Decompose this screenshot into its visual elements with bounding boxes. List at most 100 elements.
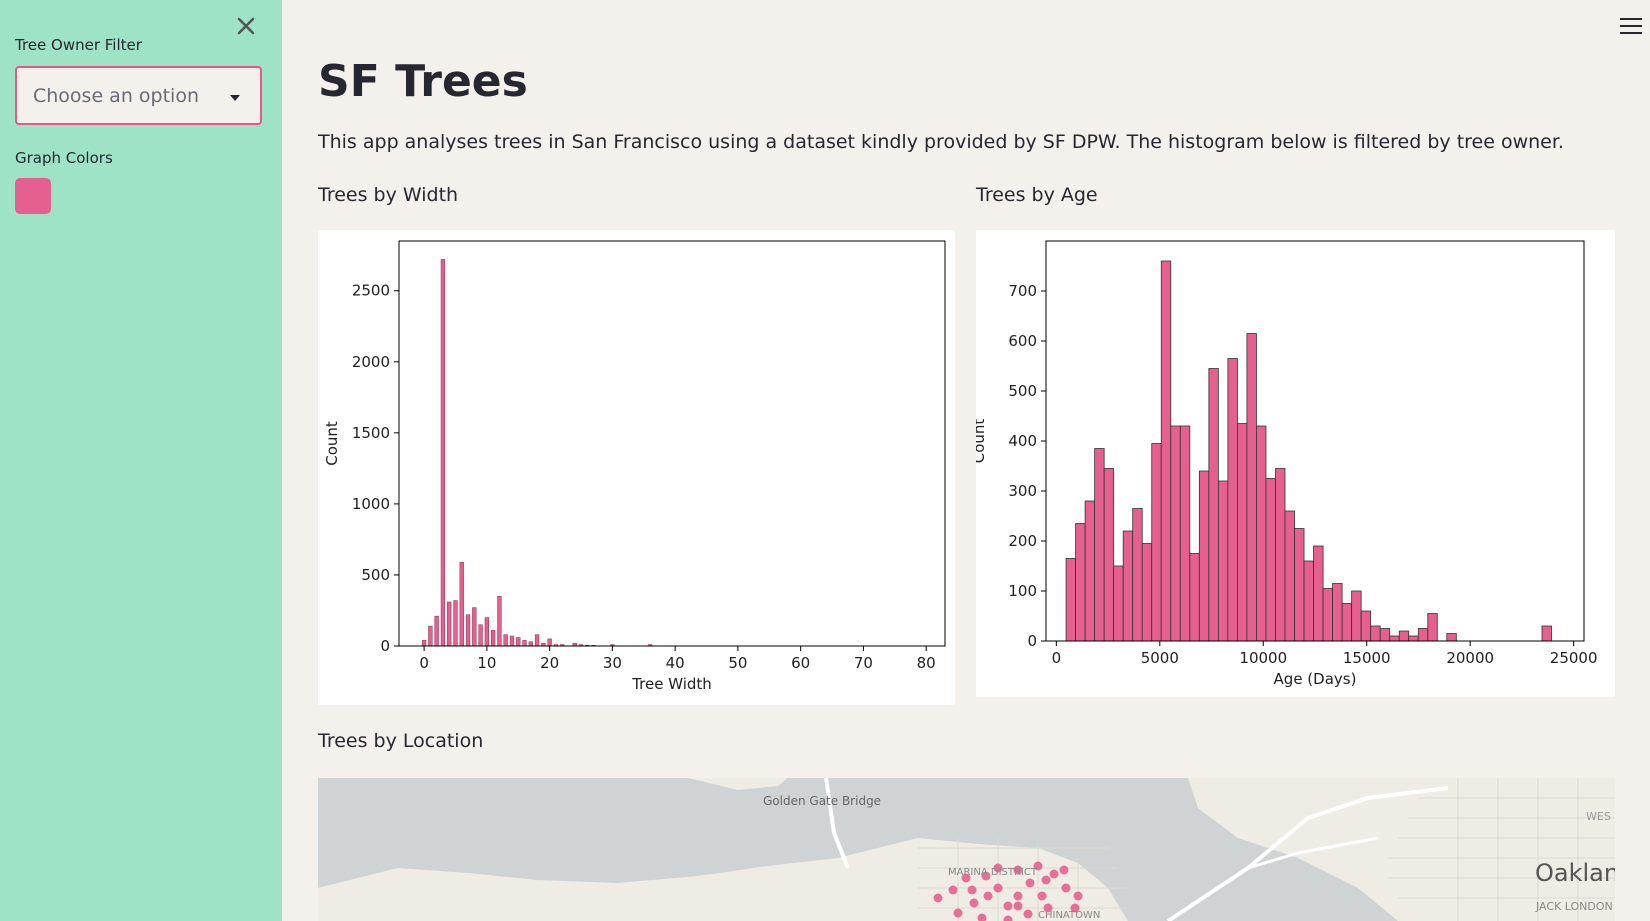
x-tick-label: 50 (728, 654, 747, 672)
y-tick-label: 500 (361, 566, 390, 584)
histogram-bar (1341, 603, 1353, 642)
page-description: This app analyses trees in San Francisco… (318, 131, 1564, 153)
tree-point (1043, 903, 1053, 913)
x-tick-label: 10 (477, 654, 496, 672)
histogram-bar (1408, 635, 1419, 642)
x-tick-label: 60 (791, 654, 810, 672)
age-histogram-card: 0 5000 10000 15000 20000 25000 0 100 200 300 400 50… (976, 230, 1615, 697)
tree-point (1041, 875, 1051, 885)
y-axis-label: Count (323, 421, 341, 466)
tree-point (1049, 869, 1059, 879)
histogram-bar (453, 600, 458, 647)
histogram-bar (528, 641, 533, 647)
histogram-bar (1427, 613, 1438, 642)
histogram-bar (447, 601, 452, 647)
histogram-bar (1113, 565, 1124, 642)
histogram-bar (1160, 260, 1172, 642)
histogram-bar (421, 640, 427, 647)
tree-point (967, 885, 977, 895)
tree-point (1061, 883, 1071, 893)
histogram-bar (1103, 468, 1115, 642)
histogram-bar (1122, 530, 1134, 642)
y-tick-label: 2000 (352, 353, 390, 371)
histogram-bar (1313, 545, 1324, 642)
histogram-bar (1265, 478, 1276, 642)
histogram-bar (1132, 508, 1143, 642)
x-tick-label: 80 (917, 654, 936, 672)
location-map-heading: Trees by Location (318, 730, 484, 752)
histogram-bar (1351, 590, 1362, 642)
histogram-bar (509, 635, 515, 647)
tree-point (993, 863, 1003, 873)
histogram-bar (484, 617, 489, 647)
hamburger-menu-icon[interactable] (1620, 18, 1642, 38)
y-tick-label: 200 (1008, 532, 1037, 550)
color-picker-swatch[interactable] (15, 178, 51, 214)
y-tick-label: 1000 (352, 495, 390, 513)
histogram-bar (1227, 358, 1238, 642)
x-tick-label: 20000 (1446, 649, 1494, 667)
tree-point (1070, 903, 1080, 913)
y-tick-label: 700 (1008, 282, 1037, 300)
histogram-bar (1294, 528, 1305, 642)
tree-location-map[interactable]: Golden Gate Bridge MARINA DISTRICT CHINA… (318, 778, 1615, 921)
tree-point (933, 893, 943, 903)
map-label-jack-london: JACK LONDON (1535, 900, 1613, 913)
histogram-bar (1398, 630, 1410, 642)
histogram-bar (503, 634, 508, 647)
histogram-bar (1141, 543, 1153, 642)
x-tick-label: 0 (419, 654, 429, 672)
histogram-bar (1237, 423, 1248, 642)
tree-point (977, 913, 987, 921)
close-sidebar-icon[interactable] (234, 14, 260, 40)
tree-point (961, 873, 971, 883)
tree-point (981, 871, 991, 881)
histogram-bar (516, 637, 521, 647)
y-tick-label: 0 (1027, 632, 1037, 650)
tree-point (953, 908, 963, 918)
histogram-bar (1246, 333, 1257, 642)
histogram-bar (1417, 628, 1429, 642)
tree-point (1033, 861, 1043, 871)
y-axis-label: Count (976, 419, 988, 464)
x-tick-label: 15000 (1343, 649, 1391, 667)
tree-point (983, 891, 993, 901)
tree-point (993, 883, 1003, 893)
histogram-bar (434, 615, 439, 647)
tree-point (1023, 909, 1033, 919)
y-tick-label: 0 (380, 637, 390, 655)
histogram-bar (1170, 425, 1181, 642)
histogram-bar (1541, 625, 1552, 642)
age-chart-heading: Trees by Age (976, 184, 1098, 206)
tree-point (1003, 901, 1013, 911)
map-label-oakland: Oaklan (1535, 859, 1615, 887)
x-tick-label: 0 (1052, 649, 1062, 667)
histogram-bar (1179, 425, 1191, 642)
x-tick-label: 40 (666, 654, 685, 672)
histogram-bar (1151, 443, 1162, 642)
tree-owner-select[interactable]: Choose an option (15, 66, 262, 125)
tree-point (1025, 878, 1035, 888)
sidebar: Tree Owner Filter Choose an option Graph… (0, 0, 282, 921)
histogram-bar (1189, 553, 1200, 642)
x-tick-label: 20 (540, 654, 559, 672)
x-tick-label: 10000 (1239, 649, 1287, 667)
histogram-bar (534, 634, 540, 647)
histogram-bar (491, 630, 496, 647)
x-tick-label: 5000 (1141, 649, 1179, 667)
x-tick-label: 30 (603, 654, 622, 672)
select-placeholder: Choose an option (33, 85, 199, 107)
tree-point (1013, 891, 1023, 901)
y-tick-label: 500 (1008, 382, 1037, 400)
plot-frame (398, 240, 946, 647)
width-histogram-card: 0 10 20 30 40 50 60 70 80 0 500 1000 1500 2000 2500 Tre… (318, 230, 955, 705)
histogram-bar (1332, 583, 1343, 642)
histogram-bar (1446, 633, 1457, 642)
width-histogram: 0 10 20 30 40 50 60 70 80 0 500 1000 1500 2000 2500 Tre… (323, 240, 946, 693)
tree-point (1013, 901, 1023, 911)
page-title: SF Trees (318, 56, 528, 107)
histogram-bar (1322, 588, 1333, 642)
y-tick-label: 1500 (352, 424, 390, 442)
tree-owner-filter-label: Tree Owner Filter (15, 36, 142, 54)
x-tick-label: 25000 (1550, 649, 1598, 667)
